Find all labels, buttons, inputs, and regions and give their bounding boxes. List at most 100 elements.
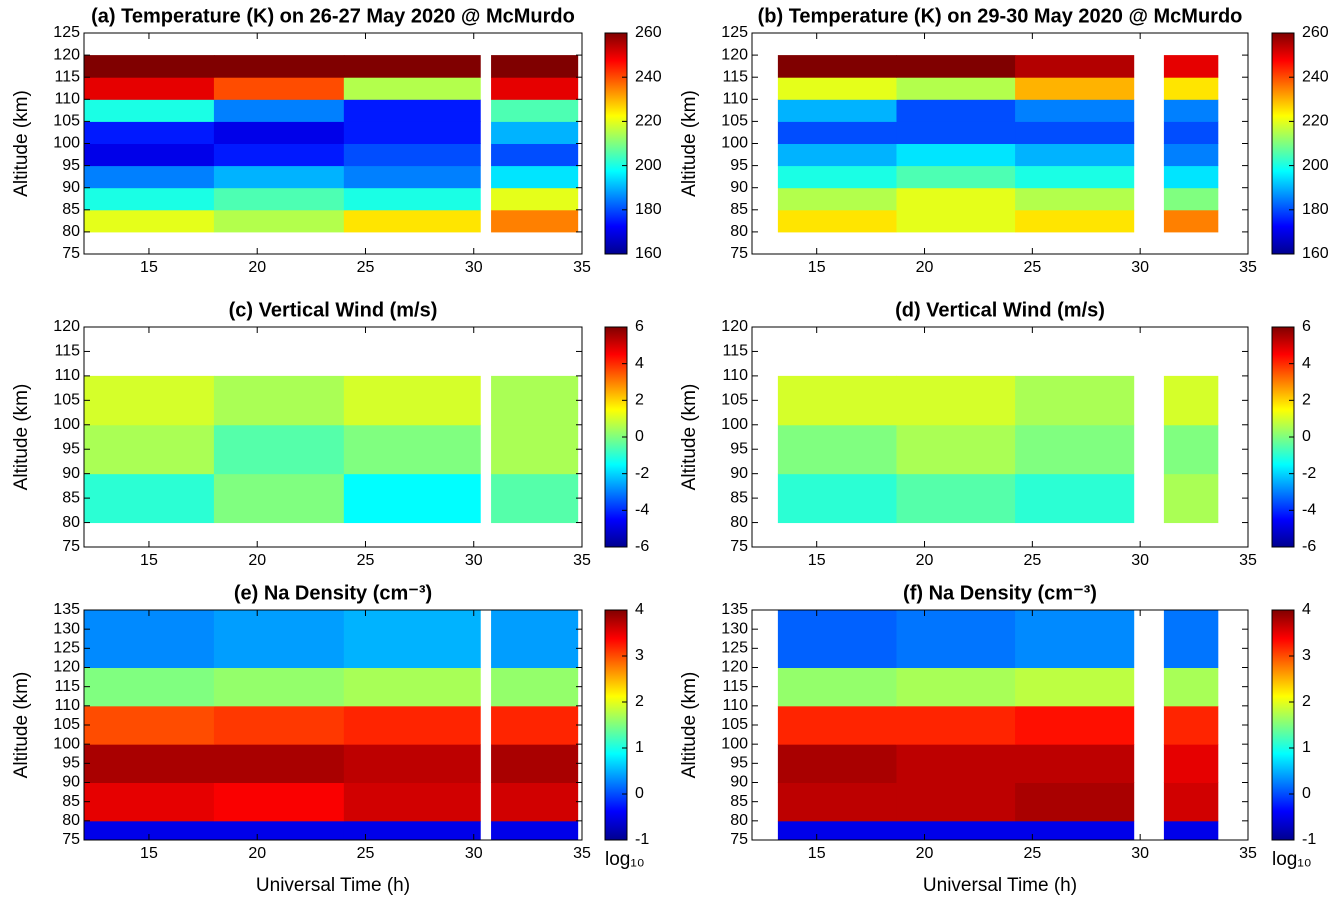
heatmap-cell bbox=[84, 375, 215, 426]
y-tick-label: 130 bbox=[721, 620, 748, 637]
x-tick-label: 15 bbox=[808, 845, 826, 862]
heatmap-cell bbox=[1015, 375, 1135, 426]
heatmap-cell bbox=[1163, 121, 1219, 144]
colorbar-tick-label: 4 bbox=[635, 601, 644, 618]
heatmap-cell bbox=[1163, 782, 1219, 822]
x-tick-label: 20 bbox=[916, 552, 934, 569]
heatmap-cell bbox=[896, 121, 1016, 144]
heatmap-cell bbox=[491, 143, 579, 167]
colorbar-tick-label: 2 bbox=[1302, 392, 1311, 409]
y-tick-label: 75 bbox=[62, 831, 80, 848]
y-tick-label: 75 bbox=[730, 245, 748, 262]
heatmap-cell bbox=[84, 165, 215, 189]
y-tick-label: 90 bbox=[62, 774, 80, 791]
y-tick-label: 100 bbox=[53, 135, 80, 152]
y-tick-label: 90 bbox=[730, 465, 748, 482]
colorbar-tick-label: 1 bbox=[635, 739, 644, 756]
heatmap-cell bbox=[84, 424, 215, 475]
chart-title: (d) Vertical Wind (m/s) bbox=[895, 299, 1105, 321]
y-tick-label: 115 bbox=[722, 678, 748, 695]
x-tick-label: 30 bbox=[1131, 259, 1149, 276]
heatmap-cell bbox=[1015, 99, 1135, 122]
y-tick-label: 85 bbox=[62, 793, 80, 810]
heatmap-cell bbox=[1015, 473, 1135, 524]
y-tick-label: 105 bbox=[721, 392, 748, 409]
heatmap-cell bbox=[84, 187, 215, 211]
x-tick-label: 15 bbox=[140, 845, 158, 862]
heatmap-cell bbox=[896, 782, 1016, 822]
heatmap-cell bbox=[1015, 77, 1135, 100]
heatmap-cell bbox=[343, 77, 481, 100]
y-tick-label: 115 bbox=[722, 343, 748, 360]
heatmap-cell bbox=[343, 473, 481, 524]
heatmap-cell bbox=[777, 209, 897, 233]
heatmap-cell bbox=[84, 667, 215, 707]
heatmap-cell bbox=[896, 705, 1016, 745]
y-tick-label: 100 bbox=[53, 735, 80, 752]
heatmap-cell bbox=[491, 77, 579, 100]
heatmap-cell bbox=[84, 610, 215, 668]
axes-box bbox=[83, 326, 583, 548]
colorbar-tick-label: -1 bbox=[635, 831, 649, 848]
y-tick-label: 120 bbox=[53, 46, 80, 63]
heatmap-cell bbox=[1163, 820, 1219, 841]
heatmap-cell bbox=[1163, 55, 1219, 78]
heatmap-cell bbox=[343, 782, 481, 822]
heatmap-cell bbox=[213, 473, 345, 524]
heatmap-cell bbox=[491, 187, 579, 211]
y-tick-label: 105 bbox=[53, 716, 80, 733]
y-tick-label: 110 bbox=[54, 91, 80, 108]
y-tick-label: 125 bbox=[721, 640, 748, 657]
heatmap-cell bbox=[896, 473, 1016, 524]
heatmap-cell bbox=[896, 820, 1016, 841]
y-tick-label: 105 bbox=[53, 392, 80, 409]
chart-title: (f) Na Density (cm⁻³) bbox=[903, 582, 1097, 604]
heatmap-cell bbox=[213, 55, 345, 78]
x-tick-label: 25 bbox=[357, 845, 375, 862]
y-tick-label: 125 bbox=[721, 24, 748, 41]
y-tick-label: 125 bbox=[53, 24, 80, 41]
y-tick-label: 80 bbox=[62, 223, 80, 240]
y-axis-label: Altitude (km) bbox=[11, 672, 32, 779]
colorbar-tick-label: 2 bbox=[635, 392, 644, 409]
y-tick-label: 110 bbox=[722, 367, 748, 384]
heatmap-cell bbox=[1015, 705, 1135, 745]
colorbar-tick-label: 180 bbox=[635, 201, 662, 218]
heatmap-cell bbox=[1163, 99, 1219, 122]
heatmap-cell bbox=[213, 424, 345, 475]
colorbar-tick-label: 3 bbox=[635, 647, 644, 664]
heatmap-cell bbox=[343, 121, 481, 144]
heatmap-cell bbox=[777, 77, 897, 100]
x-tick-label: 25 bbox=[1023, 259, 1041, 276]
heatmap-cell bbox=[343, 705, 481, 745]
heatmap-cell bbox=[1015, 744, 1135, 783]
heatmap-cell bbox=[213, 610, 345, 668]
y-tick-label: 135 bbox=[53, 601, 80, 618]
y-tick-label: 115 bbox=[722, 68, 748, 85]
y-tick-label: 120 bbox=[721, 318, 748, 335]
colorbar-tick-label: -2 bbox=[635, 465, 649, 482]
y-tick-label: 95 bbox=[62, 440, 80, 457]
heatmap-cell bbox=[213, 375, 345, 426]
y-tick-label: 80 bbox=[730, 514, 748, 531]
colorbar-tick-label: 240 bbox=[1302, 68, 1329, 85]
heatmap-cell bbox=[777, 375, 897, 426]
heatmap-cell bbox=[777, 667, 897, 707]
heatmap-cell bbox=[213, 782, 345, 822]
heatmap-cell bbox=[1015, 121, 1135, 144]
heatmap-cell bbox=[213, 744, 345, 783]
x-tick-label: 20 bbox=[248, 259, 266, 276]
y-tick-label: 120 bbox=[53, 659, 80, 676]
y-tick-label: 95 bbox=[62, 157, 80, 174]
y-tick-label: 115 bbox=[54, 68, 80, 85]
heatmap-cell bbox=[213, 77, 345, 100]
x-tick-label: 15 bbox=[808, 259, 826, 276]
heatmap-cell bbox=[84, 121, 215, 144]
colorbar-tick-label: 260 bbox=[1302, 24, 1329, 41]
chart-title: (a) Temperature (K) on 26-27 May 2020 @ … bbox=[91, 5, 575, 27]
y-tick-label: 80 bbox=[62, 514, 80, 531]
heatmap-cell bbox=[1163, 77, 1219, 100]
y-tick-label: 90 bbox=[730, 179, 748, 196]
heatmap-cell bbox=[896, 99, 1016, 122]
